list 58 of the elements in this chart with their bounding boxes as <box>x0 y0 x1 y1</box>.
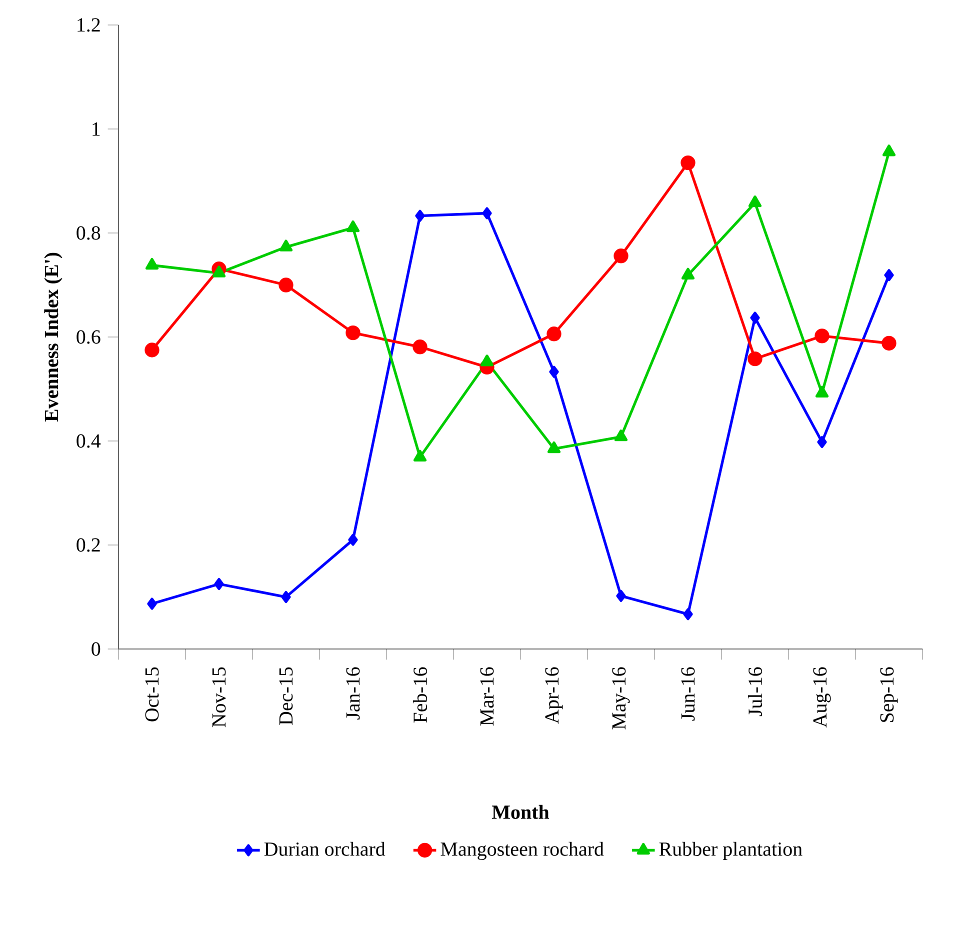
x-axis-title: Month <box>492 804 550 819</box>
point <box>546 326 562 342</box>
x-tick-label: Oct-15 <box>145 667 159 722</box>
point <box>348 534 358 546</box>
y-tick-label: 0 <box>92 642 100 656</box>
point <box>748 352 762 366</box>
point <box>817 436 827 448</box>
point <box>815 386 829 398</box>
point <box>616 590 626 602</box>
point <box>750 312 760 324</box>
point <box>614 430 628 442</box>
point <box>482 207 492 220</box>
y-tick-label: 0.8 <box>76 226 100 240</box>
point <box>681 268 695 280</box>
point <box>547 441 561 454</box>
x-tick-label: Jan-16 <box>346 667 360 720</box>
x-tick-label: Apr-16 <box>545 667 563 724</box>
legend-label: Mangosteen rochard <box>440 842 604 860</box>
x-tick-label: Mar-16 <box>480 667 494 726</box>
y-tick-label: 1 <box>92 122 100 136</box>
y-tick-label: 0.4 <box>76 434 101 448</box>
point <box>278 278 294 292</box>
point <box>884 269 894 282</box>
x-tick-label: Jun-16 <box>681 667 695 721</box>
point <box>144 342 160 358</box>
point <box>549 366 559 378</box>
point <box>680 155 696 170</box>
point <box>882 336 896 351</box>
point <box>346 326 360 340</box>
y-tick-label: 1.2 <box>78 18 100 32</box>
point <box>480 354 494 366</box>
point <box>346 220 360 232</box>
y-tick-label: 0.6 <box>76 330 100 344</box>
point <box>415 210 425 222</box>
x-tick-label: Dec-15 <box>279 667 293 725</box>
x-tick-label: Jul-16 <box>748 667 762 716</box>
point <box>147 598 157 610</box>
x-tick-label: Nov-15 <box>212 667 226 728</box>
point <box>748 196 762 208</box>
point <box>212 266 226 278</box>
point <box>814 328 830 344</box>
point <box>214 578 224 590</box>
point <box>412 340 428 354</box>
x-tick-label: Aug-16 <box>813 667 831 728</box>
point <box>281 591 291 603</box>
x-tick-label: May-16 <box>612 667 630 730</box>
x-tick-label: Sep-16 <box>880 667 898 722</box>
point <box>882 144 896 156</box>
legend-label: Rubber plantation <box>659 842 802 860</box>
legend-label: Durian orchard <box>264 842 386 856</box>
point <box>683 608 693 620</box>
point <box>413 450 427 462</box>
y-axis-title: Evenness Index (E') <box>44 252 62 422</box>
point <box>614 248 628 264</box>
point <box>145 258 159 270</box>
x-tick-label: Feb-16 <box>412 667 428 723</box>
point <box>279 240 293 252</box>
y-tick-label: 0.2 <box>76 538 100 552</box>
